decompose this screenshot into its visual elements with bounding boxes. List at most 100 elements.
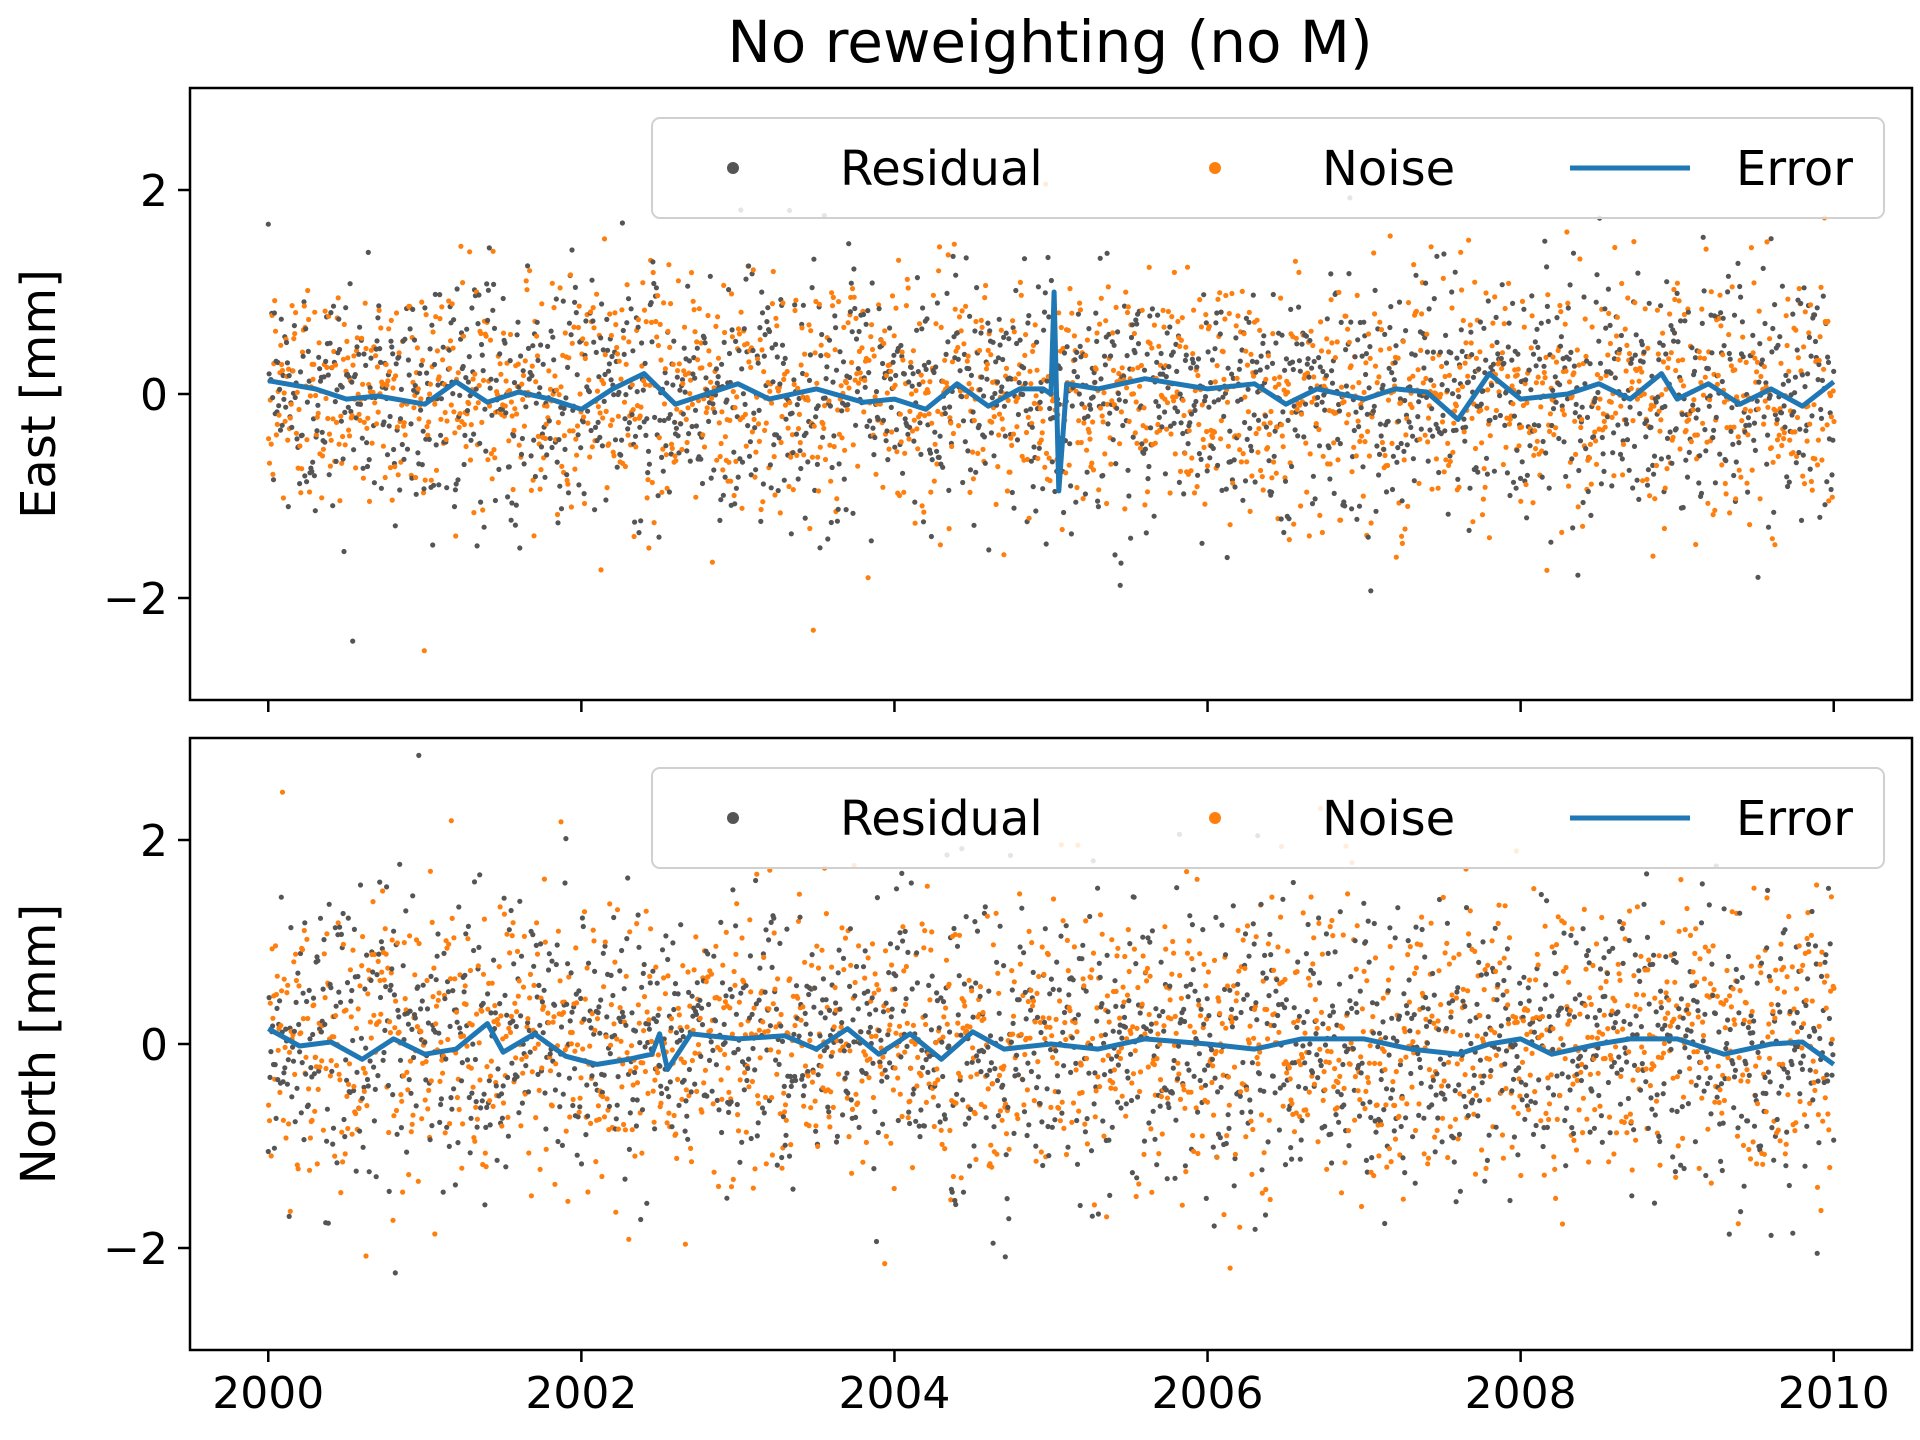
noise-point — [1378, 327, 1385, 333]
residual-point — [274, 1005, 280, 1012]
noise-point — [353, 465, 359, 471]
residual-point — [525, 1089, 532, 1095]
noise-point — [1707, 397, 1713, 403]
noise-point — [893, 305, 899, 311]
residual-point — [632, 1069, 638, 1076]
residual-point — [455, 477, 461, 483]
legend-noise-label: Noise — [1322, 141, 1455, 197]
noise-point — [1665, 365, 1671, 371]
residual-point — [868, 538, 874, 544]
noise-point — [696, 306, 702, 312]
noise-point — [846, 385, 852, 391]
residual-point — [643, 432, 649, 438]
residual-point — [745, 1065, 751, 1071]
noise-point — [452, 430, 458, 436]
noise-point — [1625, 295, 1631, 301]
residual-point — [931, 369, 937, 376]
noise-point — [995, 464, 1001, 470]
residual-point — [756, 407, 762, 413]
residual-point — [354, 344, 360, 350]
noise-point — [1819, 457, 1825, 463]
residual-point — [1312, 496, 1318, 502]
noise-point — [1285, 381, 1291, 387]
noise-point — [635, 317, 642, 323]
residual-point — [329, 1068, 335, 1074]
noise-point — [1102, 451, 1108, 457]
residual-point — [750, 1045, 756, 1052]
residual-point — [360, 465, 366, 471]
residual-point — [1798, 517, 1805, 524]
noise-point — [512, 1000, 518, 1006]
noise-point — [1007, 469, 1013, 475]
residual-point — [888, 404, 894, 410]
residual-point — [497, 1001, 503, 1007]
noise-point — [349, 1131, 355, 1137]
residual-point — [559, 411, 566, 417]
noise-point — [797, 440, 803, 446]
residual-point — [1181, 491, 1187, 497]
noise-point — [1595, 405, 1601, 411]
noise-point — [663, 452, 669, 458]
residual-point — [1397, 396, 1403, 402]
noise-point — [1346, 339, 1352, 345]
residual-point — [699, 480, 706, 487]
noise-point — [652, 1077, 658, 1083]
residual-point — [713, 366, 720, 372]
noise-point — [1631, 239, 1637, 245]
noise-point — [607, 901, 613, 907]
residual-point — [447, 1023, 453, 1029]
noise-point — [1439, 419, 1446, 425]
residual-point — [1410, 433, 1416, 439]
noise-point — [1122, 506, 1128, 512]
noise-point — [433, 314, 439, 320]
residual-point — [1550, 387, 1556, 393]
residual-point — [1403, 328, 1409, 334]
residual-point — [549, 958, 555, 964]
noise-point — [1016, 371, 1022, 377]
residual-point — [368, 355, 374, 361]
residual-point — [418, 1006, 424, 1012]
residual-point — [1706, 403, 1712, 409]
noise-point — [1715, 372, 1721, 378]
noise-point — [475, 963, 481, 969]
residual-point — [1296, 358, 1302, 364]
noise-point — [902, 450, 908, 456]
noise-point — [581, 500, 588, 507]
residual-point — [745, 423, 751, 429]
noise-point — [1623, 368, 1629, 374]
noise-point — [689, 1057, 696, 1064]
residual-point — [704, 1093, 710, 1099]
residual-point — [1727, 356, 1733, 362]
noise-point — [1622, 326, 1628, 332]
noise-point — [653, 318, 659, 325]
noise-point — [683, 416, 689, 422]
residual-point — [1135, 341, 1142, 347]
noise-point — [769, 1095, 775, 1101]
residual-point — [435, 382, 441, 388]
residual-point — [729, 327, 735, 333]
residual-point — [817, 545, 823, 551]
residual-point — [1510, 479, 1517, 485]
noise-point — [1199, 402, 1205, 408]
noise-point — [1063, 470, 1069, 476]
residual-point — [1041, 309, 1048, 315]
residual-point — [639, 984, 645, 990]
noise-point — [782, 1109, 788, 1115]
residual-point — [588, 1025, 594, 1031]
residual-point — [1178, 420, 1184, 426]
residual-point — [838, 1038, 844, 1044]
noise-point — [1561, 412, 1567, 418]
residual-point — [286, 373, 292, 379]
noise-point — [276, 412, 282, 418]
noise-point — [1180, 397, 1186, 403]
residual-point — [464, 326, 470, 332]
noise-point — [534, 333, 540, 339]
noise-point — [1393, 554, 1399, 560]
residual-point — [802, 515, 808, 521]
noise-point — [1108, 461, 1114, 467]
noise-point — [1642, 306, 1648, 312]
noise-point — [383, 951, 389, 957]
residual-point — [1401, 448, 1407, 454]
residual-point — [1273, 340, 1279, 346]
noise-point — [363, 1253, 369, 1259]
